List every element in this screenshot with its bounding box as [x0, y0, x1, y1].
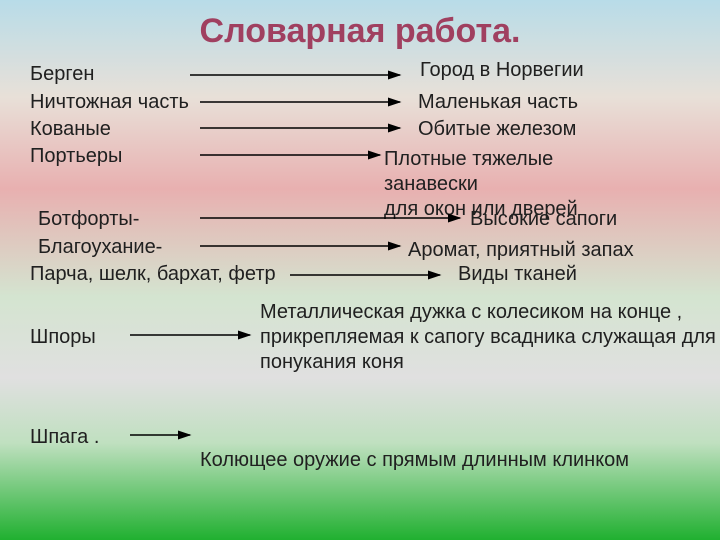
slide: Словарная работа. Берген Ничтожная часть… — [0, 0, 720, 540]
arrows-layer — [0, 0, 720, 540]
